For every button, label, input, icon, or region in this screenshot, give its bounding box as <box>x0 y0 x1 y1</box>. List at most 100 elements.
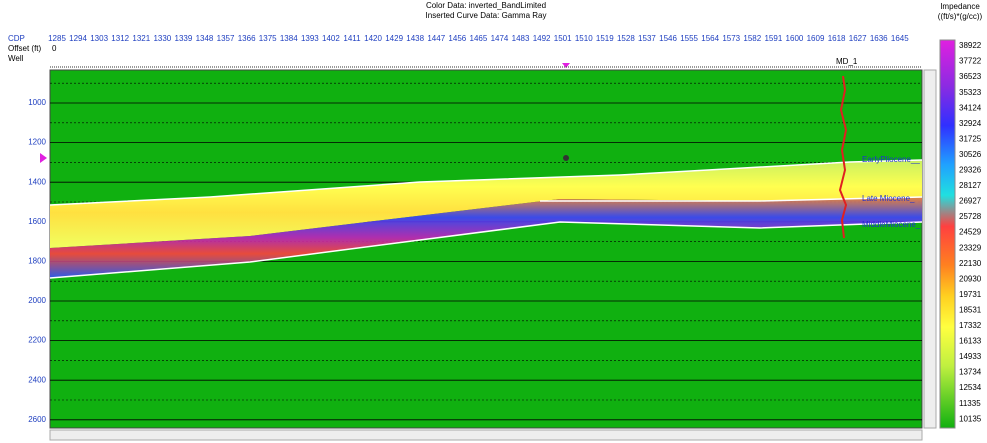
cdp-label: 1438 <box>406 34 424 43</box>
colorbar-label: 32924 <box>959 119 982 128</box>
colorbar-label: 13734 <box>959 368 982 377</box>
colorbar-label: 19731 <box>959 290 982 299</box>
colorbar-label: 14933 <box>959 352 982 361</box>
cdp-label: 1384 <box>280 34 298 43</box>
colorbar-label: 26927 <box>959 197 982 206</box>
v-scrollbar[interactable] <box>923 69 937 429</box>
cdp-label: 1303 <box>90 34 108 43</box>
cdp-label: 1366 <box>238 34 256 43</box>
marker <box>562 63 570 68</box>
depth-label: 1800 <box>28 257 46 266</box>
well-name: MD_1 <box>836 57 858 66</box>
header-text: Inserted Curve Data: Gamma Ray <box>426 11 547 20</box>
cdp-label: 1357 <box>217 34 235 43</box>
colorbar-unit: ((ft/s)*(g/cc)) <box>938 12 983 21</box>
depth-label: 2200 <box>28 336 46 345</box>
cdp-label: 1636 <box>870 34 888 43</box>
colorbar-label: 37722 <box>959 57 982 66</box>
cdp-label: 1618 <box>828 34 846 43</box>
cdp-label: 1474 <box>491 34 509 43</box>
cdp-label: 1537 <box>638 34 656 43</box>
cdp-label: 1528 <box>617 34 635 43</box>
colorbar <box>939 39 956 429</box>
colorbar-label: 10135 <box>959 414 982 423</box>
depth-label: 2400 <box>28 375 46 384</box>
cdp-label: 1411 <box>343 34 361 43</box>
row-value: 0 <box>52 44 57 53</box>
cdp-label: 1456 <box>448 34 466 43</box>
cdp-label: 1546 <box>659 34 677 43</box>
horizon-line <box>540 196 923 202</box>
cdp-label: 1339 <box>175 34 193 43</box>
cdp-label: 1564 <box>701 34 719 43</box>
cdp-label: 1582 <box>743 34 761 43</box>
h-scrollbar[interactable] <box>49 429 923 441</box>
marker <box>563 155 569 161</box>
cdp-label: 1285 <box>48 34 66 43</box>
colorbar-label: 34124 <box>959 103 982 112</box>
cdp-label: 1627 <box>849 34 867 43</box>
colorbar-label: 17332 <box>959 321 982 330</box>
cdp-label: 1447 <box>427 34 445 43</box>
lower-band <box>50 197 922 278</box>
cdp-label: 1348 <box>196 34 214 43</box>
colorbar-label: 16133 <box>959 337 982 346</box>
depth-label: 1000 <box>28 98 46 107</box>
cdp-label: 1519 <box>596 34 614 43</box>
depth-label: 1400 <box>28 177 46 186</box>
colorbar-label: 35323 <box>959 88 982 97</box>
cdp-label: 1510 <box>575 34 593 43</box>
cdp-label: 1645 <box>891 34 909 43</box>
colorbar-title: Impedance <box>940 2 980 11</box>
well-log <box>838 75 848 239</box>
cdp-label: 1393 <box>301 34 319 43</box>
horizon-label: Late Miocene_ <box>862 194 915 203</box>
cdp-label: 1465 <box>470 34 488 43</box>
cdp-label: 1429 <box>385 34 403 43</box>
colorbar-label: 18531 <box>959 305 982 314</box>
depth-label: 2600 <box>28 415 46 424</box>
header-text: Color Data: inverted_BandLimited <box>426 1 546 10</box>
cdp-label: 1483 <box>512 34 530 43</box>
depth-label: 1600 <box>28 217 46 226</box>
cdp-label: 1375 <box>259 34 277 43</box>
cdp-label: 1294 <box>69 34 87 43</box>
cdp-label: 1312 <box>111 34 129 43</box>
colorbar-label: 28127 <box>959 181 982 190</box>
colorbar-label: 30526 <box>959 150 982 159</box>
cdp-label: 1402 <box>322 34 340 43</box>
cdp-label: 1591 <box>764 34 782 43</box>
colorbar-label: 12534 <box>959 383 982 392</box>
row-label: Well <box>8 54 24 63</box>
horizon-label: MiddleMiocene_ <box>862 220 921 229</box>
colorbar-label: 31725 <box>959 134 982 143</box>
colorbar-label: 29326 <box>959 166 982 175</box>
depth-label: 2000 <box>28 296 46 305</box>
cdp-label: 1573 <box>722 34 740 43</box>
horizon-line <box>49 159 923 206</box>
colorbar-label: 11335 <box>959 399 981 408</box>
cdp-label: 1555 <box>680 34 698 43</box>
colorbar-label: 25728 <box>959 212 982 221</box>
depth-label: 1200 <box>28 138 46 147</box>
row-label: Offset (ft) <box>8 44 42 53</box>
cdp-label: 1321 <box>132 34 150 43</box>
colorbar-label: 36523 <box>959 72 982 81</box>
upper-band <box>50 160 922 248</box>
horizon-label: EarlyPliocene__ <box>862 155 920 164</box>
cdp-label: 1600 <box>786 34 804 43</box>
colorbar-label: 23329 <box>959 243 982 252</box>
colorbar-label: 22130 <box>959 259 982 268</box>
colorbar-label: 24529 <box>959 228 982 237</box>
colorbar-label: 20930 <box>959 274 982 283</box>
cdp-label: 1501 <box>554 34 572 43</box>
cdp-label: 1330 <box>153 34 171 43</box>
cdp-label: 1420 <box>364 34 382 43</box>
colorbar-label: 38922 <box>959 41 982 50</box>
cdp-label: 1492 <box>533 34 551 43</box>
marker <box>40 153 47 163</box>
cdp-label: 1609 <box>807 34 825 43</box>
row-label: CDP <box>8 34 25 43</box>
